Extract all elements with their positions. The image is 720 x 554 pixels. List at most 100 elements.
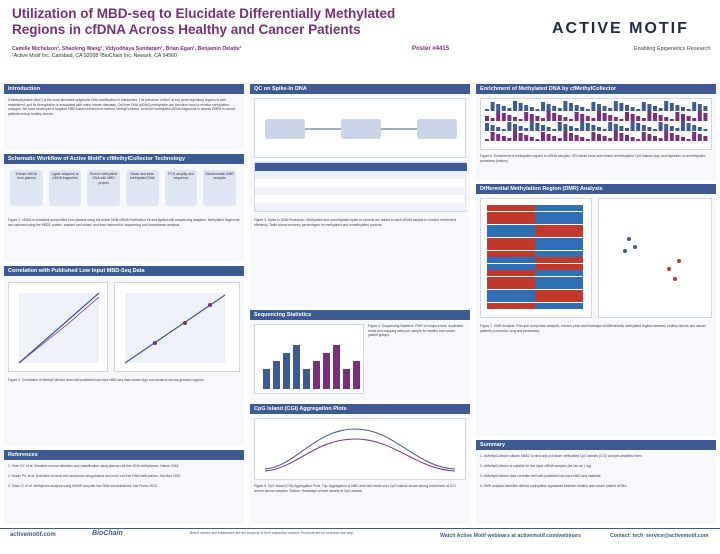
heatmap-cell bbox=[523, 289, 529, 296]
heatmap-cell bbox=[577, 224, 583, 231]
footer-website[interactable]: activemotif.com bbox=[10, 532, 56, 538]
heatmap-cell bbox=[577, 283, 583, 289]
igv-track-bar bbox=[535, 123, 540, 131]
footer-contact[interactable]: Contact: tech_service@activemotif.com bbox=[610, 533, 709, 539]
author-names: Camille Michelson¹, Shaoleng Wang¹, Vidy… bbox=[12, 46, 242, 52]
igv-track-bar bbox=[658, 138, 663, 141]
heatmap-cell bbox=[505, 289, 511, 296]
footer-webinar-link[interactable]: Watch Active Motif webinars at activemot… bbox=[440, 533, 581, 539]
igv-track-bar bbox=[580, 121, 585, 131]
heatmap-cell bbox=[523, 270, 529, 276]
igv-track-bar bbox=[686, 116, 691, 121]
heatmap-cell bbox=[559, 218, 565, 224]
igv-track-bar bbox=[658, 122, 663, 131]
heatmap-cell bbox=[529, 270, 535, 276]
heatmap-cell bbox=[559, 237, 565, 244]
igv-track-bar bbox=[507, 108, 512, 111]
summary-item-1: 1. cfMethylCollector utilizes MBD2 to bi… bbox=[480, 454, 643, 458]
heatmap-cell bbox=[535, 224, 541, 231]
heatmap-cell bbox=[571, 211, 577, 218]
igv-track-bar bbox=[501, 129, 506, 131]
introduction-section: Introduction 5-Methylcytosine (5mC) is t… bbox=[4, 84, 244, 150]
igv-track-bar bbox=[563, 124, 568, 131]
cgi-aggregation-plot bbox=[264, 428, 456, 472]
igv-track-bar bbox=[636, 123, 641, 131]
heatmap-cell bbox=[529, 224, 535, 231]
igv-track-bar bbox=[686, 139, 691, 141]
poster-title: Utilization of MBD-seq to Elucidate Diff… bbox=[12, 6, 396, 37]
igv-track-bar bbox=[681, 137, 685, 141]
heatmap-cell bbox=[535, 283, 541, 289]
igv-track-bar bbox=[630, 114, 635, 121]
heatmap-cell bbox=[529, 218, 535, 224]
spike-in-diagram bbox=[265, 119, 457, 139]
igv-track-bar bbox=[546, 127, 551, 131]
pca-plot bbox=[623, 237, 681, 281]
igv-track-bar bbox=[681, 121, 685, 131]
workflow-step: Enrich methylated DNA with MBD protein bbox=[87, 170, 120, 206]
heatmap-cell bbox=[541, 244, 547, 250]
heatmap-cell bbox=[505, 211, 511, 218]
heatmap-cell bbox=[529, 211, 535, 218]
heatmap-cell bbox=[577, 237, 583, 244]
workflow-section: Schematic Workflow of Active Motif's cfM… bbox=[4, 154, 244, 262]
sequencing-bar bbox=[323, 353, 330, 389]
heatmap-cell bbox=[547, 257, 553, 263]
heatmap-cell bbox=[487, 211, 493, 218]
igv-track-bar bbox=[507, 122, 512, 131]
introduction-text: 5-Methylcytosine (5mC) is the most abund… bbox=[8, 98, 236, 116]
igv-track-bar bbox=[485, 123, 489, 131]
heatmap-cell bbox=[541, 276, 547, 283]
correlation-heatmap-a bbox=[18, 292, 100, 364]
heatmap-cell bbox=[487, 224, 493, 231]
section-heading: QC on Spike-In DNA bbox=[250, 84, 470, 94]
workflow-step: Extract cfDNA from plasma bbox=[10, 170, 43, 206]
authors: Camille Michelson¹, Shaoleng Wang¹, Vidy… bbox=[12, 46, 452, 60]
heatmap-cell bbox=[493, 283, 499, 289]
heatmap-cell bbox=[535, 211, 541, 218]
igv-track-bar bbox=[490, 118, 495, 121]
workflow-caption: Figure 1. cfDNA is extracted and purifie… bbox=[8, 218, 240, 227]
heatmap-cell bbox=[565, 276, 571, 283]
heatmap-cell bbox=[493, 205, 499, 211]
heatmap-cell bbox=[547, 283, 553, 289]
igv-track-bar bbox=[597, 111, 601, 121]
heatmap-cell bbox=[523, 263, 529, 270]
heatmap-cell bbox=[559, 289, 565, 296]
heatmap-cell bbox=[559, 270, 565, 276]
heatmap-cell bbox=[499, 263, 505, 270]
igv-track-bar bbox=[669, 103, 674, 111]
heatmap-cell bbox=[565, 263, 571, 270]
igv-track-bar bbox=[692, 132, 697, 141]
spike-in-table bbox=[255, 163, 467, 211]
heatmap-cell bbox=[493, 289, 499, 296]
heatmap-cell bbox=[535, 263, 541, 270]
igv-track-bar bbox=[518, 119, 523, 121]
igv-track-bar bbox=[613, 131, 618, 141]
summary-item-2: 2. cfMethylCollector is suitable for low… bbox=[480, 464, 592, 468]
heatmap-cell bbox=[553, 296, 559, 302]
igv-track-bar bbox=[485, 109, 489, 111]
igv-track-bar bbox=[563, 101, 568, 111]
heatmap-cell bbox=[493, 211, 499, 218]
heatmap-cell bbox=[511, 296, 517, 302]
igv-track-bar bbox=[630, 121, 635, 131]
igv-track-bar bbox=[541, 132, 545, 141]
heatmap-cell bbox=[571, 224, 577, 231]
heatmap-cell bbox=[505, 205, 511, 211]
igv-track-bar bbox=[703, 113, 708, 121]
heatmap-cell bbox=[541, 283, 547, 289]
sequencing-bar bbox=[263, 369, 270, 389]
heatmap-cell bbox=[493, 276, 499, 283]
igv-track-bar bbox=[535, 109, 540, 111]
section-heading: Introduction bbox=[4, 84, 244, 94]
heatmap-cell bbox=[553, 218, 559, 224]
heatmap-cell bbox=[487, 205, 493, 211]
igv-track-bar bbox=[641, 125, 646, 131]
heatmap-cell bbox=[553, 237, 559, 244]
heatmap-cell bbox=[535, 231, 541, 237]
heatmap-cell bbox=[541, 270, 547, 276]
igv-track-bar bbox=[490, 125, 495, 131]
heatmap-cell bbox=[553, 231, 559, 237]
igv-track-bar bbox=[485, 116, 489, 121]
